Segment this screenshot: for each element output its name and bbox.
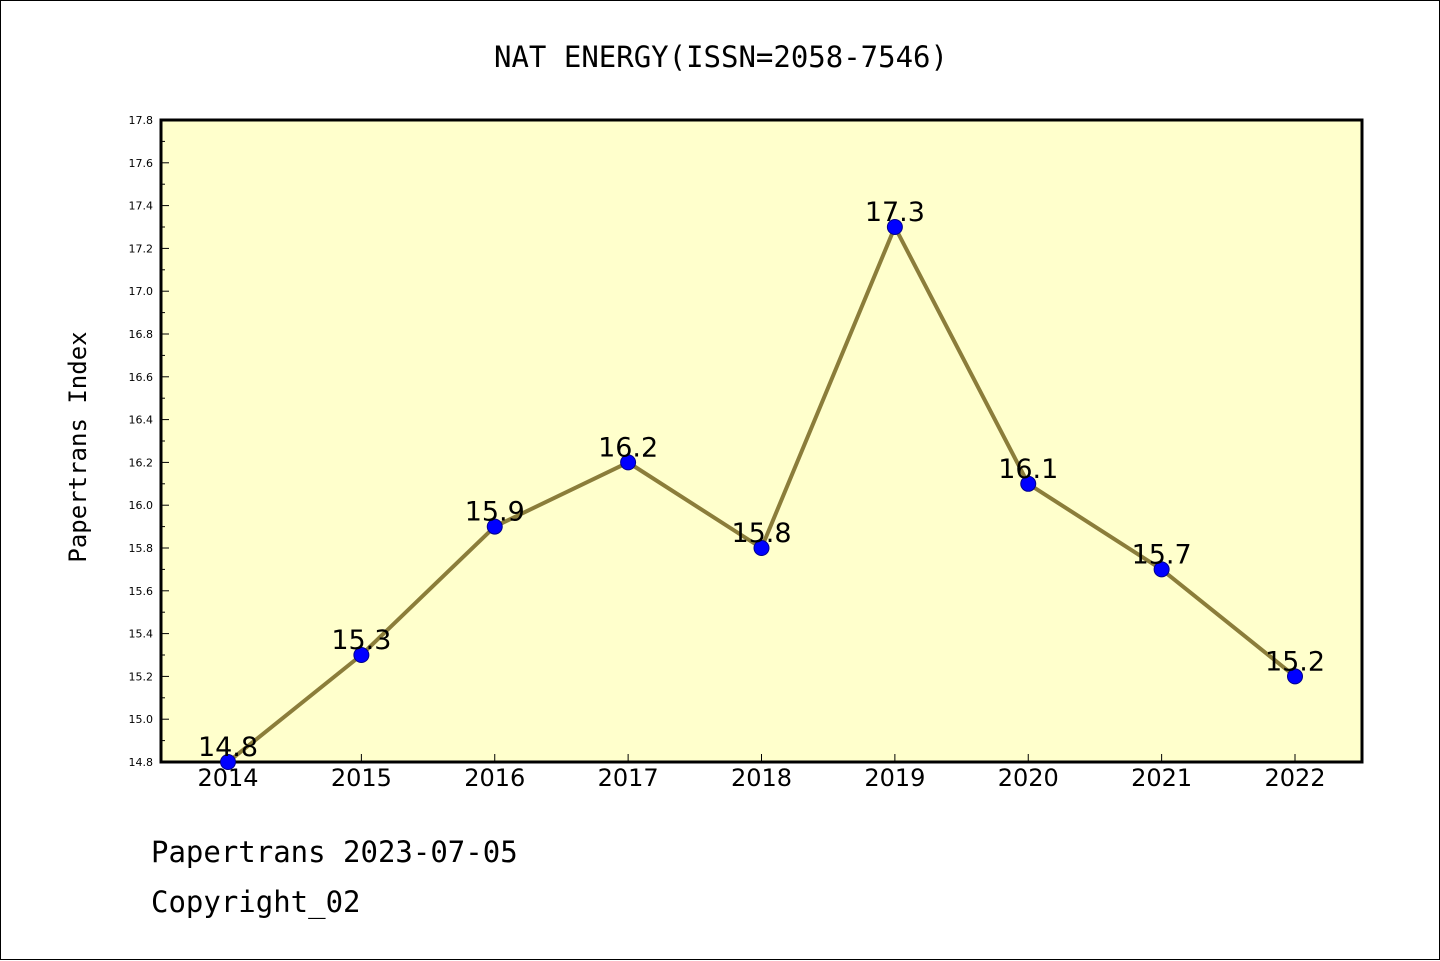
- data-point-marker: [1020, 475, 1037, 492]
- footer-copyright-line: Copyright_02: [151, 885, 361, 919]
- footer-date-line: Papertrans 2023-07-05: [151, 835, 518, 869]
- y-tick-label: 17.8: [129, 114, 154, 127]
- data-label: 15.3: [331, 625, 391, 656]
- y-tick-label: 15.6: [129, 585, 154, 598]
- x-tick-label: 2020: [998, 764, 1059, 792]
- x-tick-label: 2021: [1131, 764, 1192, 792]
- y-tick-label: 15.2: [129, 670, 154, 683]
- series-line-layer: [220, 219, 1303, 770]
- data-label: 15.8: [731, 518, 791, 549]
- x-tick-label: 2015: [331, 764, 392, 792]
- y-tick-label: 15.0: [129, 713, 154, 726]
- y-tick-label: 15.4: [129, 628, 154, 641]
- axis-ticks: 14.8 15.0 15.2 15.4 15.6 15.8 16.0 16.2 16.4 16.6…: [129, 114, 1326, 792]
- data-point-marker: [486, 518, 503, 535]
- x-tick-label: 2016: [464, 764, 525, 792]
- y-tick-label: 17.0: [129, 285, 154, 298]
- data-point-marker: [353, 647, 370, 663]
- y-tick-label: 17.4: [129, 200, 154, 213]
- y-tick-label: 16.8: [129, 328, 154, 341]
- data-point-marker: [620, 454, 637, 471]
- x-tick-label: 2018: [731, 764, 792, 792]
- data-label: 14.8: [198, 732, 258, 763]
- y-tick-label: 17.2: [129, 242, 154, 255]
- chart-title: NAT ENERGY(ISSN=2058-7546): [494, 40, 948, 74]
- y-tick-label: 14.8: [129, 756, 154, 769]
- data-point-marker: [220, 754, 236, 770]
- plot-area: [159, 118, 1364, 764]
- data-label: 15.2: [1265, 646, 1325, 677]
- data-point-marker: [1153, 561, 1170, 578]
- y-tick-label: 16.6: [129, 371, 154, 384]
- y-tick-label: 16.4: [129, 414, 154, 427]
- y-tick-label: 15.8: [129, 542, 154, 555]
- data-labels-layer: 14.8 15.3 15.9 16.2 15.8 17.3 16.1 15.7 15.2: [198, 197, 1325, 763]
- data-label: 15.9: [465, 497, 525, 528]
- data-label: 17.3: [865, 197, 925, 228]
- x-tick-label: 2017: [598, 764, 659, 792]
- data-point-marker: [886, 219, 903, 235]
- data-label: 16.2: [598, 432, 658, 463]
- data-label: 15.7: [1132, 539, 1192, 570]
- y-tick-label: 16.2: [129, 456, 154, 469]
- y-axis-label: Papertrans Index: [64, 331, 92, 562]
- x-tick-label: 2022: [1264, 764, 1325, 792]
- y-tick-label: 16.0: [129, 499, 154, 512]
- x-tick-label: 2019: [864, 764, 925, 792]
- data-label: 16.1: [998, 454, 1058, 485]
- y-tick-label: 17.6: [129, 157, 154, 170]
- data-point-marker: [753, 540, 770, 556]
- data-point-marker: [1287, 668, 1303, 685]
